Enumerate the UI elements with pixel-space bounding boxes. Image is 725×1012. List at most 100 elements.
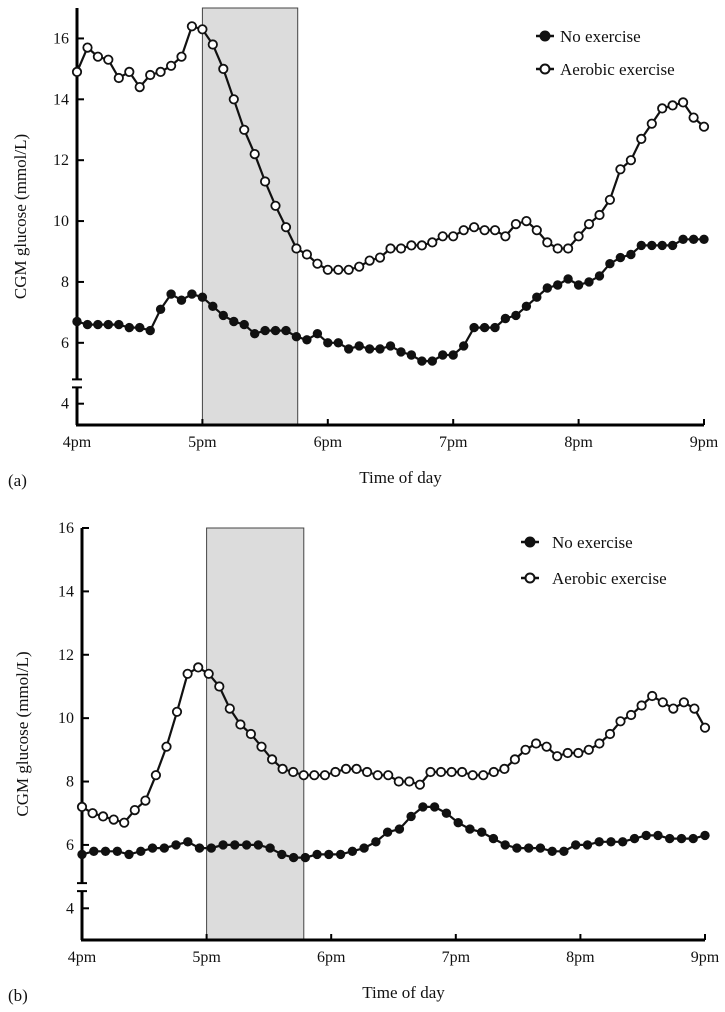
data-point: [488, 833, 499, 844]
y-axis-title: CGM glucose (mmol/L): [13, 651, 32, 816]
legend-label: No exercise: [560, 27, 641, 46]
data-point: [618, 837, 628, 847]
data-point: [657, 697, 668, 708]
data-point: [385, 243, 396, 254]
y-tick-label: 14: [53, 91, 69, 108]
data-point: [112, 846, 122, 856]
legend-item-aerobic-exercise: Aerobic exercise: [521, 569, 667, 588]
data-point: [584, 277, 594, 287]
data-point: [479, 225, 490, 236]
data-point: [194, 843, 205, 853]
data-point: [629, 833, 640, 844]
data-point: [228, 94, 239, 105]
data-point: [448, 350, 458, 360]
data-point: [414, 779, 425, 790]
data-point: [535, 843, 546, 853]
data-point: [364, 255, 375, 266]
data-point: [302, 335, 312, 345]
data-point: [458, 225, 469, 236]
data-point: [605, 259, 615, 269]
data-point: [552, 751, 563, 762]
y-tick-label: 8: [61, 274, 69, 291]
data-point: [615, 716, 626, 727]
data-point: [301, 249, 312, 260]
data-point: [511, 310, 521, 321]
data-point: [155, 66, 166, 78]
x-tick-label: 6pm: [317, 949, 346, 966]
data-point: [478, 770, 489, 781]
data-point: [524, 843, 534, 853]
data-point: [87, 808, 98, 819]
data-point: [385, 341, 396, 351]
data-point: [270, 325, 281, 336]
data-point: [312, 849, 322, 860]
data-point: [594, 209, 605, 221]
x-tick-label: 5pm: [188, 434, 217, 451]
data-point: [406, 240, 417, 251]
data-point: [429, 802, 440, 812]
data-point: [230, 840, 240, 850]
y-axis: 4 6 8 10 12 14 16: [58, 520, 89, 940]
data-point: [657, 103, 668, 114]
x-axis: 4pm 5pm 6pm 7pm 8pm 9pm: [63, 419, 719, 451]
data-point: [147, 843, 158, 853]
exercise-period-shade: [201, 7, 299, 426]
x-tick-label: 4pm: [68, 949, 97, 966]
data-point: [418, 802, 428, 812]
data-point: [456, 766, 468, 778]
data-point: [383, 770, 394, 781]
data-point: [594, 738, 605, 749]
data-point: [500, 231, 511, 242]
data-point: [677, 97, 689, 108]
data-point: [344, 344, 354, 354]
data-point: [260, 325, 270, 336]
data-point: [435, 766, 447, 778]
data-point: [291, 243, 302, 254]
data-point: [688, 833, 698, 844]
x-tick-label: 5pm: [192, 949, 221, 966]
data-point: [134, 82, 145, 93]
y-tick-label: 14: [58, 583, 74, 600]
x-axis-title: Time of day: [362, 983, 445, 1002]
data-point: [700, 830, 710, 841]
data-point: [552, 243, 563, 254]
data-point: [427, 356, 437, 366]
data-point: [193, 662, 204, 673]
data-point: [249, 329, 260, 339]
data-point: [657, 240, 667, 251]
data-point: [479, 322, 490, 333]
data-point: [155, 304, 166, 314]
data-point: [615, 252, 626, 263]
data-point: [509, 754, 521, 765]
data-point: [594, 271, 605, 281]
data-point: [298, 770, 309, 781]
data-point: [335, 849, 346, 860]
data-point: [541, 741, 552, 752]
legend-marker-filled: [524, 536, 536, 548]
panel-label: (b): [8, 986, 28, 1005]
x-tick-label: 9pm: [690, 434, 719, 451]
data-point: [665, 833, 675, 844]
data-point: [214, 681, 225, 692]
data-point: [241, 840, 252, 850]
data-point: [404, 776, 415, 787]
data-point: [641, 830, 651, 841]
data-point: [265, 843, 275, 853]
data-point: [259, 176, 271, 187]
data-point: [300, 852, 310, 863]
data-point: [330, 766, 341, 778]
x-tick-label: 6pm: [314, 434, 343, 451]
data-point: [604, 728, 616, 740]
data-point: [93, 319, 103, 330]
data-point: [646, 118, 657, 129]
data-point: [583, 219, 595, 230]
data-point: [145, 69, 156, 81]
series-layer: [71, 21, 710, 366]
data-point: [520, 744, 531, 755]
data-point: [372, 770, 383, 781]
y-tick-label: 4: [61, 396, 69, 413]
data-point: [218, 840, 228, 850]
legend-item-aerobic-exercise: Aerobic exercise: [536, 60, 675, 79]
data-point: [465, 824, 475, 834]
